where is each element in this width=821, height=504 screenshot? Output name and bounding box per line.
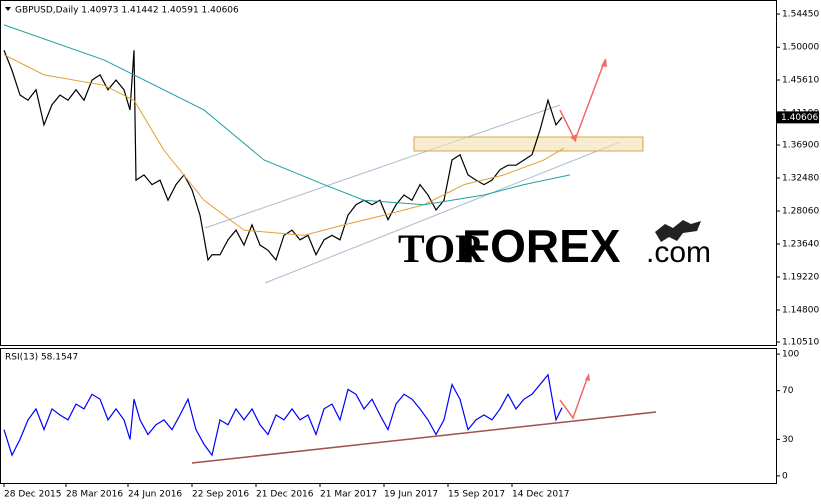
y-tick-label: 30 <box>782 435 794 445</box>
y-tick-label: 70 <box>782 386 794 396</box>
menu-icon <box>5 7 11 11</box>
channel-line <box>264 141 621 284</box>
trend-line <box>191 411 657 464</box>
main-panel <box>0 0 777 346</box>
series-line <box>3 54 565 236</box>
rsi-title: RSI(13) 58.1547 <box>5 353 78 363</box>
x-tick-label: 21 Mar 2017 <box>320 490 377 500</box>
chart-title: GBPUSD,Daily 1.40973 1.41442 1.40591 1.4… <box>15 6 239 16</box>
x-tick-label: 14 Dec 2017 <box>512 490 570 500</box>
annotations <box>191 58 657 464</box>
series-line <box>3 50 563 262</box>
y-tick-label: 1.36900 <box>782 141 819 151</box>
y-tick-label: 1.28060 <box>782 207 819 217</box>
last-price-label: 1.40606 <box>781 113 818 123</box>
last-price-box <box>777 111 819 124</box>
y-tick-label: 1.23640 <box>782 240 819 250</box>
y-tick-label: 1.50000 <box>782 43 819 53</box>
y-tick-label: 100 <box>782 350 799 360</box>
y-tick-label: 1.32480 <box>782 174 819 184</box>
forecast-arrow <box>559 375 589 420</box>
series-line <box>3 24 571 206</box>
rsi-panel <box>0 348 777 484</box>
y-tick-label: 1.54450 <box>782 10 819 20</box>
x-tick-label: 24 Jun 2016 <box>128 490 182 500</box>
watermark-text: .com <box>646 236 711 269</box>
x-tick-label: 19 Jun 2017 <box>384 490 438 500</box>
y-tick-label: 1.14800 <box>782 305 819 315</box>
channel-line <box>204 104 561 229</box>
watermark: TOR FOREX .com <box>398 220 711 272</box>
y-tick-label: 1.45610 <box>782 76 819 86</box>
x-tick-label: 21 Dec 2016 <box>256 490 314 500</box>
x-tick-label: 22 Sep 2016 <box>192 490 249 500</box>
y-tick-label: 1.19220 <box>782 273 819 283</box>
arrow-head <box>585 373 590 381</box>
zone-box <box>413 136 644 152</box>
x-tick-label: 15 Sep 2017 <box>448 490 505 500</box>
bull-icon <box>655 220 701 242</box>
y-tick-label: 0 <box>782 471 788 481</box>
watermark-text: FOREX <box>462 220 621 272</box>
x-tick-label: 28 Mar 2016 <box>66 490 123 500</box>
series-line <box>3 373 563 457</box>
y-tick-label: 1.10510 <box>782 338 819 348</box>
watermark-text: TOR <box>398 226 485 271</box>
x-tick-label: 28 Dec 2015 <box>4 490 62 500</box>
